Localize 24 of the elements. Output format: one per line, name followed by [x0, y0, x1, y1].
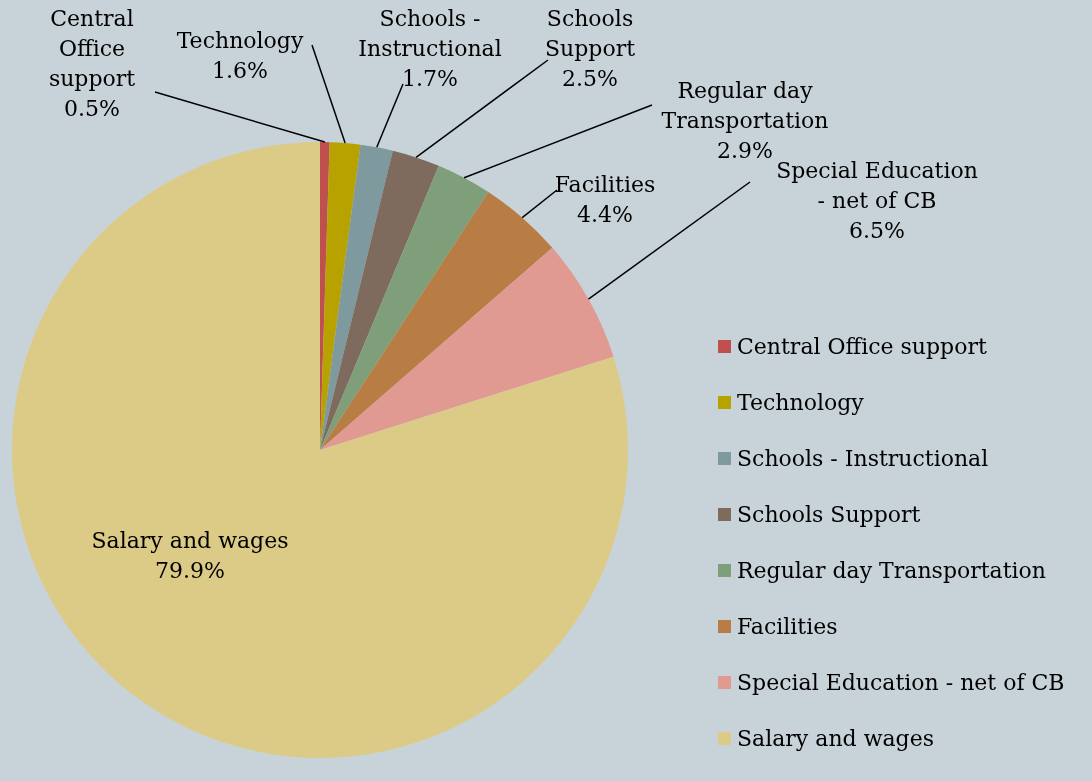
slice-label: Central Office support [48, 5, 136, 91]
data-label: 6.5% [849, 217, 905, 243]
data-label: 0.5% [64, 95, 120, 121]
slice-label: Facilities [554, 171, 656, 197]
data-label: 4.4% [577, 201, 633, 227]
data-label: 1.7% [402, 65, 458, 91]
slice-label: Schools Support [544, 5, 636, 61]
slice-label: Schools - Instructional [358, 5, 502, 61]
legend-label: Salary and wages [737, 725, 934, 751]
legend-label: Technology [737, 389, 864, 415]
data-label: 2.5% [562, 65, 618, 91]
legend-label: Facilities [737, 613, 838, 639]
slice-label: Technology [176, 27, 304, 53]
data-label: 79.9% [155, 557, 225, 583]
legend-label: Regular day Transportation [737, 557, 1046, 583]
slice-label: Regular day Transportation [661, 77, 829, 133]
legend-label: Schools - Instructional [737, 445, 989, 471]
slice-label: Special Education - net of CB [776, 157, 978, 213]
legend-label: Central Office support [737, 333, 987, 359]
legend-label: Special Education - net of CB [737, 669, 1065, 695]
slice-label: Salary and wages [91, 527, 289, 553]
data-label: 1.6% [212, 57, 268, 83]
data-label: 2.9% [717, 137, 773, 163]
legend-label: Schools Support [737, 501, 921, 527]
